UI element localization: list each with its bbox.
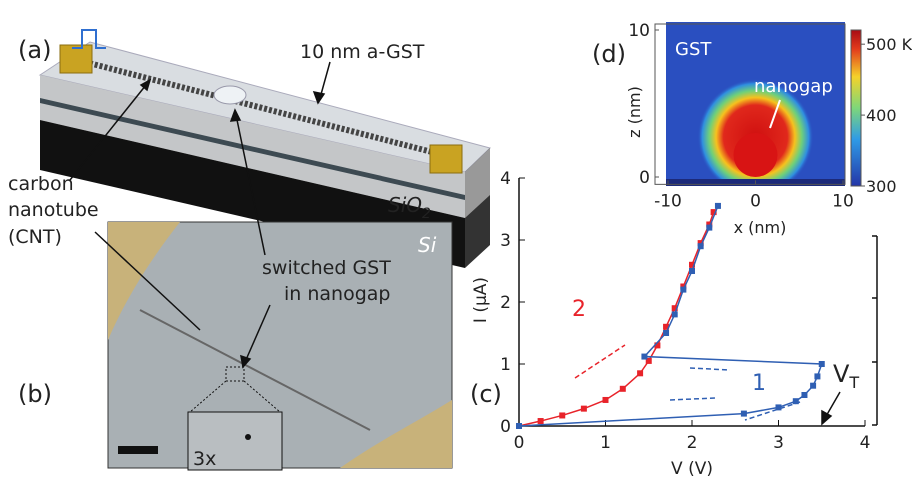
data-point [775,404,782,411]
x-tick-label: 0 [750,191,761,211]
x-axis-label: V (V) [671,459,713,479]
colorbar-tick-label: 500 K [866,35,912,54]
data-point [680,286,687,293]
data-point [516,423,522,429]
x-tick-label: 10 [832,191,854,211]
x-tick-label: 2 [687,433,698,453]
arrows [69,61,878,426]
data-point [663,323,670,330]
labels: (a) 10 nm a-GST carbon nanotube (CNT) Si… [8,36,626,470]
y-tick-label: 0 [500,417,511,437]
y-axis-label: z (nm) [625,86,644,138]
x-tick-label: 3 [773,433,784,453]
subscript: 2 [422,206,431,222]
data-point [740,410,747,417]
annotation: 10 nm a-GST [300,41,425,63]
data-point [680,283,687,290]
subscript: T [848,373,859,392]
data-point [710,209,717,216]
data-point [559,412,566,419]
text: SiO [388,193,422,217]
series-label: 1 [752,371,766,396]
x-tick-label: -10 [654,191,682,211]
data-point [602,396,609,403]
annotation: switched GST [262,257,391,279]
melted-gst [733,133,778,177]
x-tick-label: 1 [600,433,611,453]
data-point [671,305,678,312]
series-label: 2 [572,297,586,322]
data-point [619,385,626,392]
panel-label: (d) [592,40,626,68]
series-line [518,211,715,427]
colorbar-tick-label: 400 [866,106,897,125]
data-point [537,418,544,425]
data-point [818,361,825,367]
sem-image [107,221,453,471]
colorbar [850,29,862,187]
data-point [645,357,652,364]
arrow [769,99,781,129]
y-tick-label: 0 [639,168,650,188]
panel-label: (a) [18,36,51,64]
plot-frame [654,23,846,185]
data-point [637,370,644,377]
heatmap [666,22,845,186]
annotation: carbon [8,173,74,195]
data-point [801,392,808,398]
data-point [689,261,695,268]
y-tick-label: 2 [500,293,511,313]
data-point [580,405,587,412]
series-line [518,205,823,427]
data-point [810,382,817,389]
data-point [663,330,670,336]
data-point [706,221,713,228]
layer-label: Si [418,233,437,257]
data-point [697,243,704,250]
y-tick-label: 3 [500,231,511,251]
data-point [697,240,704,247]
data-point [689,268,695,274]
x-tick-label: 0 [514,433,525,453]
threshold-label: VT [833,360,859,392]
annotation: in nanogap [284,283,390,305]
y-tick-label: 4 [500,169,511,189]
annotation: nanotube [8,199,99,221]
y-tick-label: 10 [628,21,650,41]
data-point [671,311,678,318]
data-point [792,398,799,405]
data-point [654,342,661,349]
data-point [714,202,721,209]
panel-label: (b) [18,380,52,408]
data-point [706,224,713,231]
text: V [833,360,850,388]
zoom-label: 3x [193,448,216,470]
data-point [641,353,648,360]
annotation: nanogap [754,76,833,97]
layer-label: SiO2 [388,193,431,222]
region-label: GST [675,39,712,60]
panel-label: (c) [470,380,502,408]
annotation: (CNT) [8,226,62,248]
y-tick-label: 1 [500,355,511,375]
x-tick-label: 4 [860,433,871,453]
hot-spot [697,79,814,186]
data-point [814,373,821,380]
y-axis-label: I (μA) [471,277,491,323]
x-axis-label: x (nm) [734,218,787,237]
colorbar-tick-label: 300 [866,177,897,196]
